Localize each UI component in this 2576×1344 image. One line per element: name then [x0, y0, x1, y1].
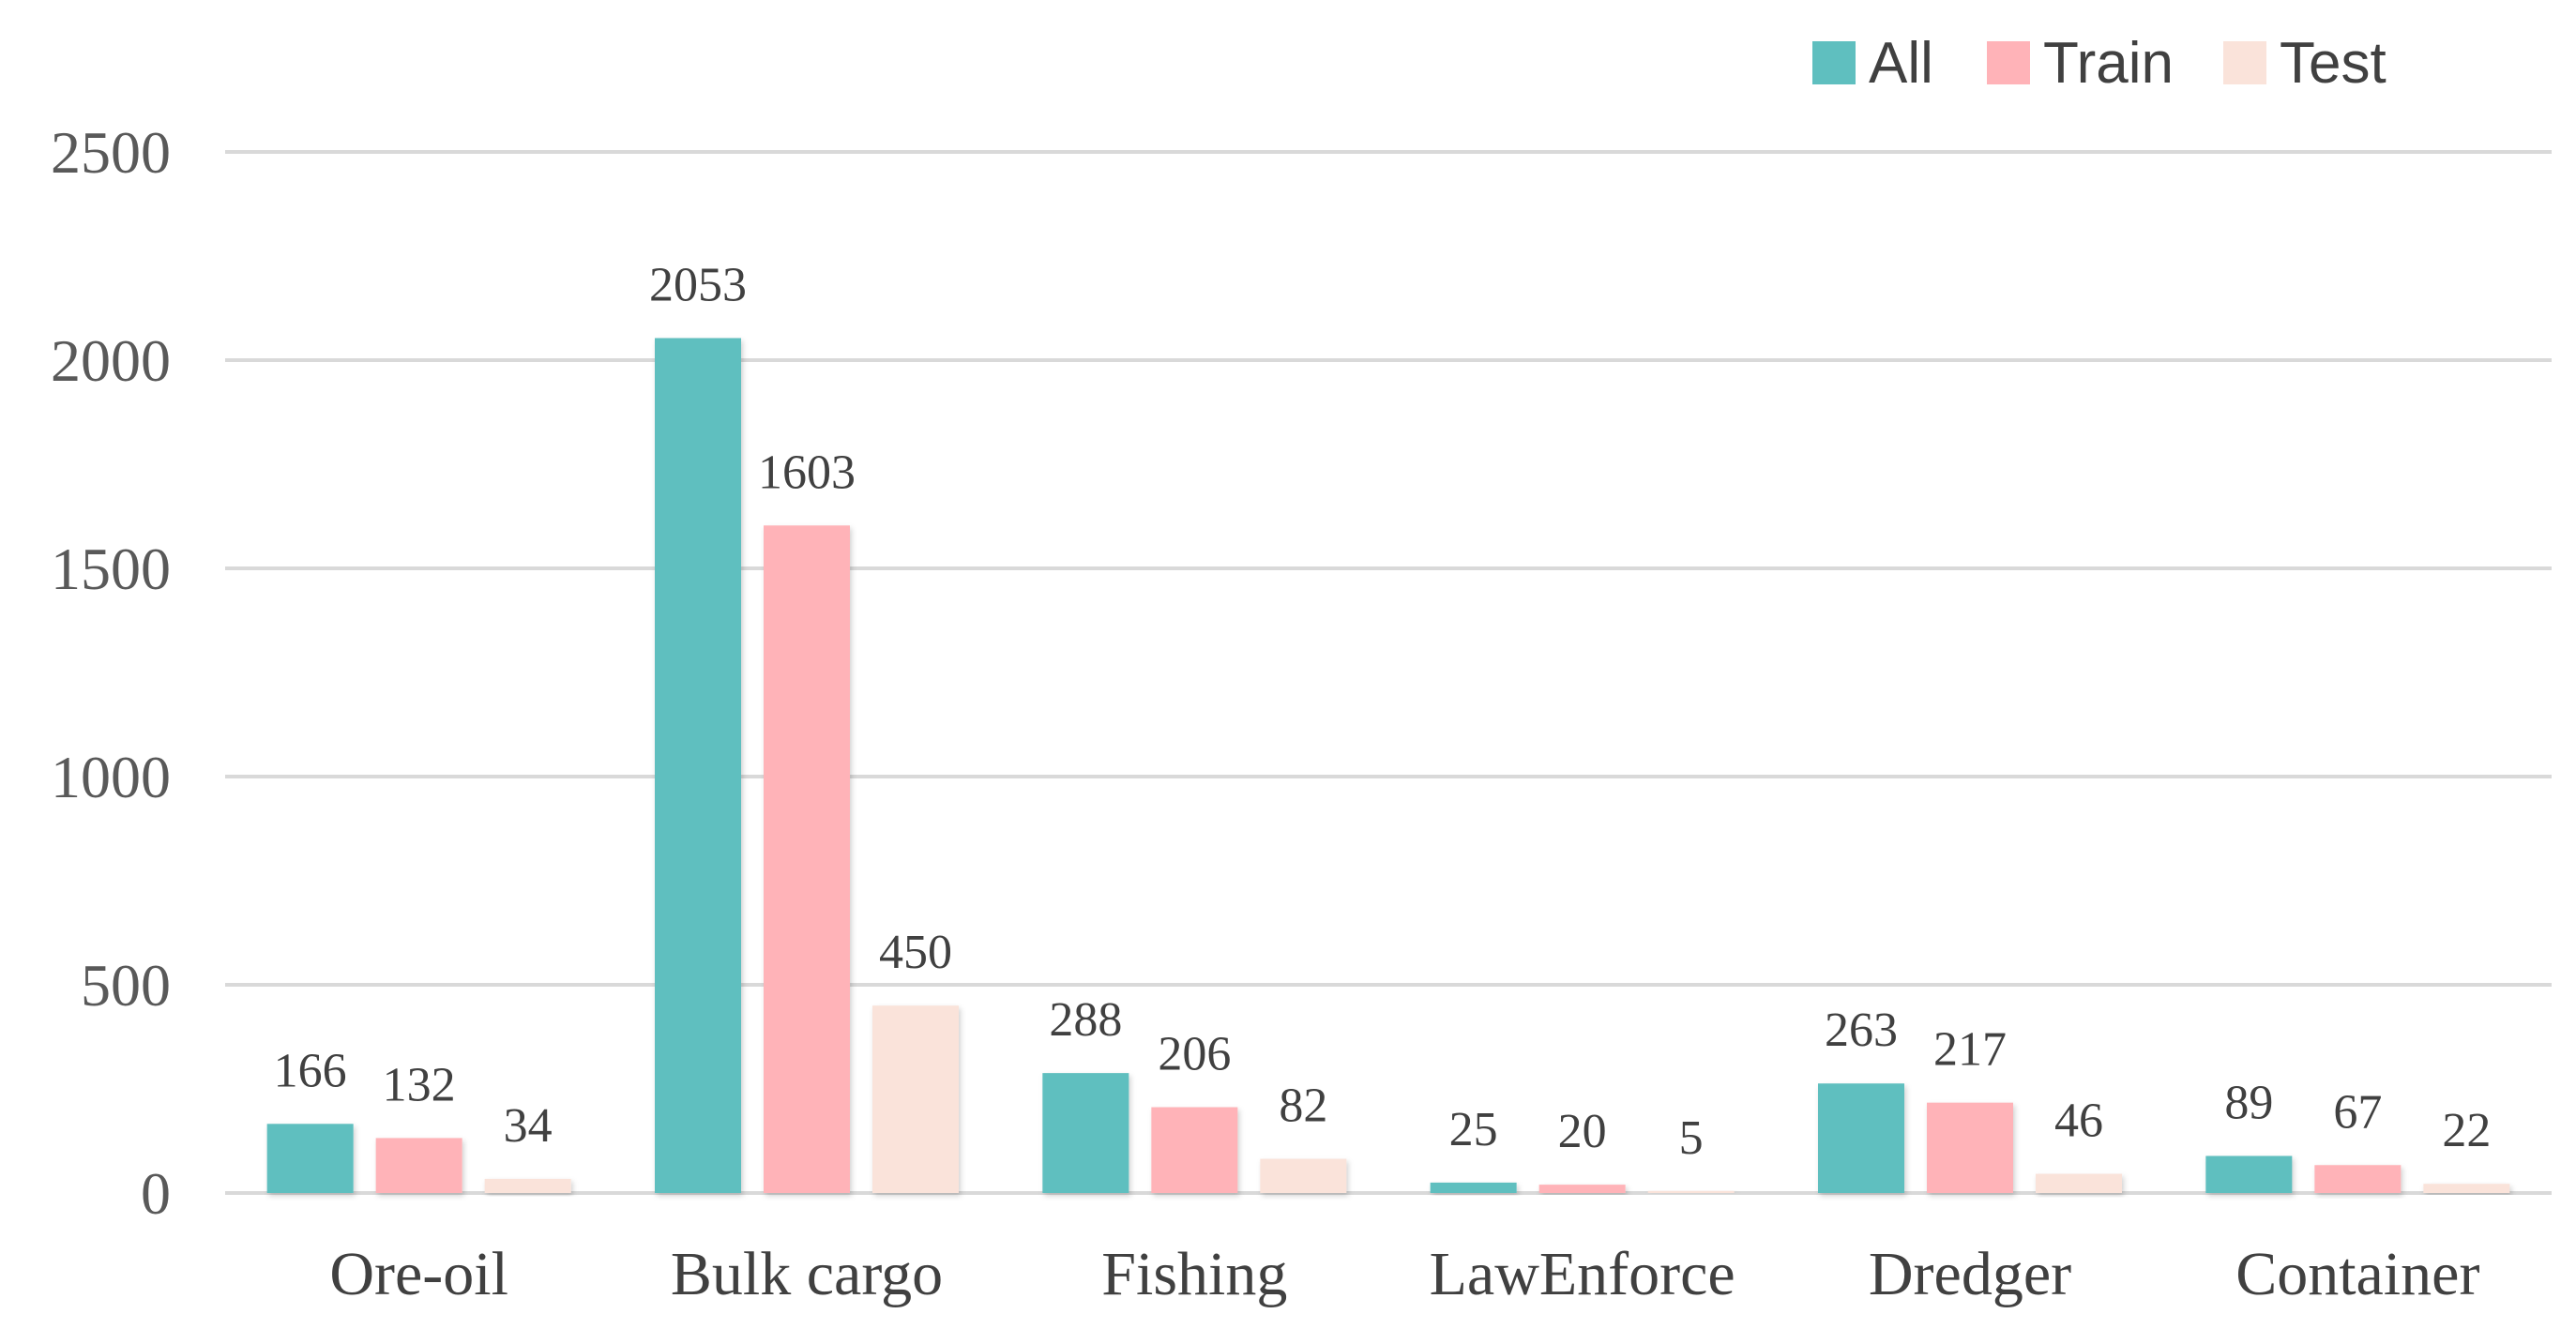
bar-test-container [2423, 1184, 2510, 1193]
data-label: 89 [2224, 1076, 2273, 1129]
data-label: 288 [1049, 993, 1122, 1047]
data-label: 34 [504, 1099, 553, 1153]
data-label: 5 [1679, 1111, 1704, 1165]
x-category-label: Ore-oil [329, 1240, 508, 1308]
legend: All Train Test [1812, 31, 2387, 96]
data-label: 82 [1279, 1080, 1327, 1133]
data-label: 263 [1825, 1004, 1898, 1057]
legend-label-train: Train [2043, 31, 2174, 96]
data-label: 67 [2333, 1085, 2382, 1139]
bar-train-container [2314, 1165, 2402, 1193]
bar-test-ore-oil [484, 1178, 571, 1193]
y-tick-label: 500 [81, 952, 171, 1019]
data-label: 46 [2054, 1095, 2103, 1148]
bar-test-dredger [2036, 1173, 2122, 1193]
bar-train-fishing [1151, 1107, 1238, 1193]
data-label: 22 [2442, 1104, 2491, 1157]
data-label: 25 [1449, 1103, 1498, 1156]
bar-train-ore-oil [375, 1138, 462, 1193]
x-category-label: Container [2235, 1240, 2479, 1308]
y-tick-label: 1000 [51, 744, 171, 810]
data-label: 166 [274, 1044, 347, 1097]
data-label: 20 [1558, 1105, 1607, 1158]
bar-all-container [2205, 1155, 2293, 1193]
bar-all-fishing [1042, 1073, 1129, 1193]
bar-train-dredger [1927, 1102, 2013, 1193]
data-label: 1603 [758, 445, 856, 499]
y-tick-label: 2000 [51, 327, 171, 394]
bar-all-lawenforce [1430, 1182, 1517, 1193]
y-tick-label: 2500 [51, 119, 171, 186]
legend-label-test: Test [2280, 31, 2387, 96]
bar-all-bulk-cargo [655, 338, 741, 1193]
data-label: 217 [1933, 1023, 2007, 1077]
bar-train-bulk-cargo [764, 525, 850, 1193]
data-labels: 166 132 34 2053 1603 450 288 206 82 25 20 5 263 217 46… [274, 258, 2492, 1164]
x-category-label: Dredger [1869, 1240, 2071, 1308]
legend-swatch-train [1987, 41, 2030, 84]
bars [266, 338, 2510, 1193]
legend-swatch-all [1812, 41, 1856, 84]
legend-label-all: All [1869, 31, 1933, 96]
legend-swatch-test [2223, 41, 2266, 84]
x-category-label: Fishing [1101, 1240, 1287, 1308]
gridlines [225, 150, 2552, 1195]
y-tick-label: 0 [141, 1160, 171, 1227]
y-axis-tick-labels: 0 500 1000 1500 2000 2500 [51, 119, 171, 1227]
x-category-label: Bulk cargo [671, 1240, 943, 1308]
bar-test-fishing [1260, 1158, 1347, 1193]
x-category-label: LawEnforce [1430, 1240, 1735, 1308]
bar-test-bulk-cargo [872, 1005, 959, 1193]
data-label: 206 [1158, 1028, 1231, 1081]
y-tick-label: 1500 [51, 536, 171, 602]
data-label: 450 [879, 926, 952, 979]
data-label: 132 [383, 1058, 456, 1111]
x-axis-category-labels: Ore-oil Bulk cargo Fishing LawEnforce Dredge… [329, 1240, 2479, 1308]
data-label: 2053 [649, 258, 747, 311]
bar-all-dredger [1818, 1083, 1904, 1193]
bar-test-lawenforce [1647, 1190, 1735, 1193]
bar-all-ore-oil [266, 1124, 354, 1193]
bar-train-lawenforce [1538, 1185, 1626, 1193]
